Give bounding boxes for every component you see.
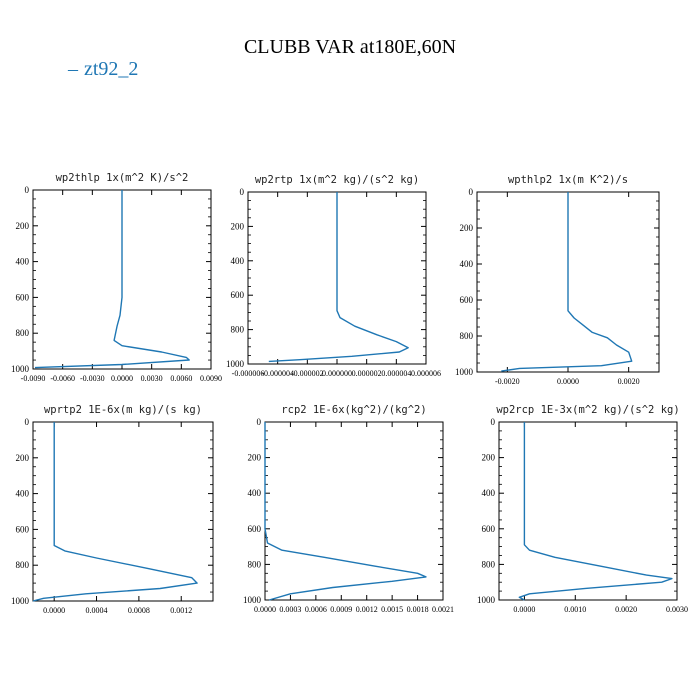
series-line (264, 422, 427, 601)
panel-title: wp2rtp 1x(m^2 kg)/(s^2 kg) (255, 174, 419, 186)
x-tick-label: 0.000000 (322, 369, 352, 378)
x-tick-label: 0.0003 (279, 605, 301, 614)
legend-label: zt92_2 (84, 58, 139, 80)
x-tick-label: -0.0030 (80, 374, 105, 383)
y-tick-label: 200 (16, 221, 30, 231)
y-tick-label: 1000 (226, 359, 245, 369)
x-tick-label: -0.0060 (50, 374, 75, 383)
plot-frame (32, 421, 214, 602)
panel-title: rcp2 1E-6x(kg^2)/(kg^2) (281, 404, 426, 416)
y-tick-label: 0 (240, 187, 245, 197)
y-tick-label: 200 (16, 453, 30, 463)
y-tick-label: 400 (482, 488, 496, 498)
x-tick-label: 0.0004 (86, 606, 108, 615)
x-tick-label: 0.0009 (330, 605, 352, 614)
panel-3: wpthlp2 1x(m K^2)/s 0 200 400 600 800 1000 -0.0… (455, 174, 660, 386)
y-tick-label: 0 (491, 417, 496, 427)
panel-6: wp2rcp 1E-3x(m^2 kg)/(s^2 kg)0 200 400 600 8… (477, 404, 688, 614)
x-tick-label: 0.0000 (43, 606, 65, 615)
panel-title: wprtp2 1E-6x(m kg)/(s kg) (44, 404, 202, 416)
panel-1: wp2thlp 1x(m^2 K)/s^202004006008001000-0… (11, 172, 222, 383)
y-tick-label: 200 (248, 453, 262, 463)
y-tick-label: 800 (482, 559, 496, 569)
y-tick-label: 0 (25, 185, 30, 195)
panel-4: wprtp2 1E-6x(m kg)/(s kg) 0 200 400 600 800 10… (11, 404, 214, 615)
panel-title: wp2rcp 1E-3x(m^2 kg)/(s^2 kg) (496, 404, 679, 416)
y-tick-label: 600 (16, 292, 30, 302)
x-tick-label: 0.0000 (513, 605, 535, 614)
page-title: CLUBB VAR at180E,60N (243, 36, 457, 58)
y-tick-label: 1000 (11, 596, 30, 606)
panel-5: rcp2 1E-6x(kg^2)/(kg^2) 0 200 400 600 800 1000… (243, 404, 454, 614)
y-tick-label: 1000 (243, 595, 262, 605)
x-tick-label: -0.000004 (261, 369, 294, 378)
x-tick-label: 0.0018 (407, 605, 429, 614)
y-tick-label: 800 (248, 559, 262, 569)
y-tick-label: 200 (460, 223, 474, 233)
y-tick-label: 600 (248, 524, 262, 534)
x-tick-label: 0.0012 (356, 605, 378, 614)
series-line (34, 190, 190, 369)
y-tick-label: 600 (460, 295, 474, 305)
x-tick-label: -0.0090 (21, 374, 46, 383)
legend: – zt92_2 (68, 58, 138, 81)
x-tick-label: 0.0006 (305, 605, 327, 614)
x-tick-label: 0.0000 (557, 377, 579, 386)
y-tick-label: 0 (257, 417, 262, 427)
x-tick-label: 0.000002 (352, 369, 382, 378)
panel-2: wp2rtp 1x(m^2 kg)/(s^2 kg) 0 200 400 600 800 1… (226, 174, 441, 378)
y-tick-label: 800 (460, 331, 474, 341)
y-tick-label: 600 (231, 290, 245, 300)
x-tick-label: 0.0030 (141, 374, 163, 383)
x-tick-label: 0.0000 (254, 605, 276, 614)
series-line (501, 192, 633, 372)
series-line (518, 422, 673, 601)
y-tick-label: 0 (25, 417, 30, 427)
x-tick-label: 0.0010 (564, 605, 586, 614)
y-tick-label: 0 (469, 187, 474, 197)
x-tick-label: 0.0090 (200, 374, 222, 383)
x-tick-label: 0.0012 (170, 606, 192, 615)
series-line (268, 192, 409, 363)
y-tick-label: 400 (231, 256, 245, 266)
x-tick-label: 0.0020 (615, 605, 637, 614)
y-tick-label: 1000 (477, 595, 496, 605)
x-tick-label: 0.0000 (111, 374, 133, 383)
y-tick-label: 1000 (11, 364, 30, 374)
y-tick-label: 600 (16, 524, 30, 534)
legend-line-icon: – (68, 58, 78, 80)
y-tick-label: 400 (16, 489, 30, 499)
y-tick-label: 400 (248, 488, 262, 498)
y-tick-label: 800 (231, 325, 245, 335)
x-tick-label: 0.000004 (381, 369, 411, 378)
x-tick-label: 0.0015 (381, 605, 403, 614)
y-tick-label: 200 (231, 221, 245, 231)
x-tick-label: 0.0030 (666, 605, 688, 614)
x-tick-label: 0.0021 (432, 605, 454, 614)
x-tick-label: -0.000006 (232, 369, 265, 378)
y-tick-label: 800 (16, 328, 30, 338)
y-tick-label: 1000 (455, 367, 474, 377)
series-line (32, 422, 198, 602)
x-tick-label: -0.0020 (495, 377, 520, 386)
panel-title: wpthlp2 1x(m K^2)/s (508, 174, 628, 186)
x-tick-label: -0.000002 (291, 369, 324, 378)
x-tick-label: 0.0008 (128, 606, 150, 615)
y-tick-label: 400 (16, 257, 30, 267)
y-tick-label: 400 (460, 259, 474, 269)
x-tick-label: 0.0020 (618, 377, 640, 386)
x-tick-label: 0.000006 (411, 369, 441, 378)
x-tick-label: 0.0060 (170, 374, 192, 383)
plot-frame (498, 421, 678, 601)
y-tick-label: 200 (482, 453, 496, 463)
panel-title: wp2thlp 1x(m^2 K)/s^2 (56, 172, 189, 184)
y-tick-label: 800 (16, 560, 30, 570)
y-tick-label: 600 (482, 524, 496, 534)
